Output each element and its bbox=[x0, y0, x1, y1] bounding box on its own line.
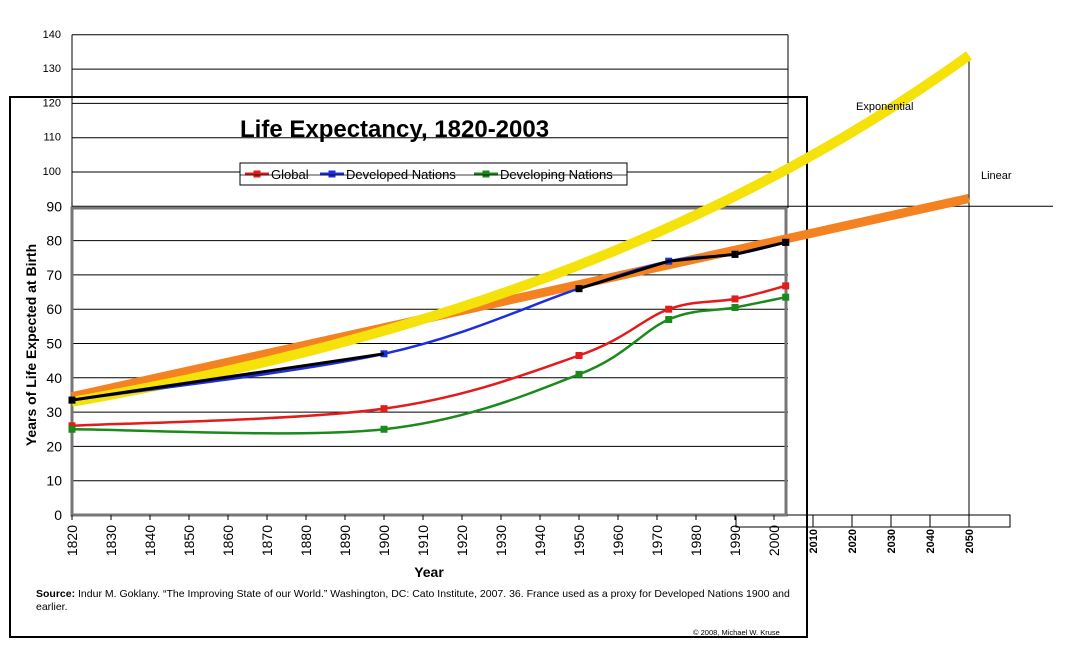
y-tick-label-120: 120 bbox=[43, 97, 61, 109]
trend-lines bbox=[71, 51, 972, 407]
y-tick-label-90: 90 bbox=[46, 198, 62, 214]
copyright-note: © 2008, Michael W. Kruse bbox=[693, 628, 780, 637]
y-tick-label-60: 60 bbox=[46, 301, 62, 317]
linear-trend-line bbox=[71, 194, 970, 402]
source-label: Source: bbox=[36, 588, 76, 600]
x-ext-tick-label-2030: 2030 bbox=[886, 529, 898, 553]
x-tick-label-1840: 1840 bbox=[142, 525, 158, 556]
point-developing-nations-2003 bbox=[782, 293, 790, 301]
y-tick-label-100: 100 bbox=[43, 166, 61, 178]
y-tick-label-0: 0 bbox=[54, 507, 62, 523]
point-global-1973 bbox=[665, 305, 673, 313]
overlay-point-1950 bbox=[575, 285, 583, 293]
x-tick-label-1970: 1970 bbox=[649, 525, 665, 556]
source-text: Indur M. Goklany. “The Improving State o… bbox=[36, 588, 790, 613]
legend-box bbox=[239, 162, 628, 186]
overlay-point-1820 bbox=[68, 396, 76, 404]
exponential-label: Exponential bbox=[856, 101, 914, 113]
x-tick-label-1820: 1820 bbox=[64, 525, 80, 556]
point-developing-nations-1990 bbox=[731, 303, 739, 311]
y-tick-label-30: 30 bbox=[46, 404, 62, 420]
y-tick-label-70: 70 bbox=[46, 267, 62, 283]
linear-label: Linear bbox=[981, 170, 1012, 182]
x-tick-label-1900: 1900 bbox=[376, 525, 392, 556]
y-tick-label-140: 140 bbox=[43, 29, 61, 41]
overlay-point-1990 bbox=[731, 250, 739, 258]
plot-area-frame bbox=[70, 206, 788, 517]
x-tick-label-1850: 1850 bbox=[181, 525, 197, 556]
series-line-developing-nations bbox=[71, 295, 786, 435]
x-tick-label-2000: 2000 bbox=[766, 525, 782, 556]
x-tick-label-1830: 1830 bbox=[103, 525, 119, 556]
legend: Global Developed Nations Developing Nation… bbox=[239, 162, 628, 186]
point-global-1900 bbox=[380, 405, 388, 413]
x-tick-label-1940: 1940 bbox=[532, 525, 548, 556]
series-line-global bbox=[71, 284, 787, 428]
data-series bbox=[68, 238, 790, 435]
x-tick-label-1860: 1860 bbox=[220, 525, 236, 556]
exponential-trend-curve bbox=[71, 51, 972, 407]
x-ext-tick-label-2040: 2040 bbox=[925, 529, 937, 553]
legend-swatch-marker-global bbox=[253, 170, 261, 178]
legend-swatch-marker-developing-nations bbox=[482, 170, 490, 178]
point-global-1950 bbox=[575, 352, 583, 360]
y-tick-label-10: 10 bbox=[46, 473, 62, 489]
x-tick-label-1890: 1890 bbox=[337, 525, 353, 556]
x-tick-label-1930: 1930 bbox=[493, 525, 509, 556]
x-tick-label-1870: 1870 bbox=[259, 525, 275, 556]
overlay-point-2003 bbox=[782, 238, 790, 246]
x-tick-label-1980: 1980 bbox=[688, 525, 704, 556]
y-tick-label-110: 110 bbox=[43, 132, 61, 144]
y-tick-label-50: 50 bbox=[46, 336, 62, 352]
legend-label-developing-nations: Developing Nations bbox=[500, 167, 613, 182]
x-ext-tick-label-2020: 2020 bbox=[847, 529, 859, 553]
original-chart-frame bbox=[9, 96, 808, 638]
x-tick-label-1920: 1920 bbox=[454, 525, 470, 556]
x-tick-label-1960: 1960 bbox=[610, 525, 626, 556]
x-tick-label-1950: 1950 bbox=[571, 525, 587, 556]
point-developing-nations-1973 bbox=[665, 315, 673, 323]
x-ext-tick-label-2050: 2050 bbox=[964, 529, 976, 553]
y-tick-label-40: 40 bbox=[46, 370, 62, 386]
x-tick-label-1910: 1910 bbox=[415, 525, 431, 556]
y-tick-label-20: 20 bbox=[46, 438, 62, 454]
y-axis-label: Years of Life Expected at Birth bbox=[23, 244, 39, 446]
tick-labels: 1820 1830 1840 1850 1860 1870 1880 1890 1900 1910… bbox=[43, 29, 976, 556]
x-tick-label-1990: 1990 bbox=[727, 525, 743, 556]
point-developing-nations-1900 bbox=[380, 425, 388, 433]
overlay-line-early bbox=[71, 352, 385, 402]
legend-swatch-marker-developed-nations bbox=[328, 170, 336, 178]
extension-axis-box bbox=[735, 514, 1011, 528]
legend-label-global: Global bbox=[271, 167, 309, 182]
overlay-line-late bbox=[578, 240, 787, 291]
x-tick-label-1880: 1880 bbox=[298, 525, 314, 556]
source-note: Source: Indur M. Goklany. “The Improving… bbox=[36, 588, 796, 614]
x-axis-label: Year bbox=[414, 564, 444, 580]
point-developing-nations-1820 bbox=[68, 425, 76, 433]
x-ext-tick-label-2010: 2010 bbox=[808, 529, 820, 553]
chart-title: Life Expectancy, 1820-2003 bbox=[240, 116, 549, 143]
point-developing-nations-1950 bbox=[575, 370, 583, 378]
legend-label-developed-nations: Developed Nations bbox=[346, 167, 456, 182]
point-global-1990 bbox=[731, 295, 739, 303]
y-tick-label-130: 130 bbox=[43, 63, 61, 75]
y-tick-label-80: 80 bbox=[46, 233, 62, 249]
point-global-2003 bbox=[782, 282, 790, 290]
